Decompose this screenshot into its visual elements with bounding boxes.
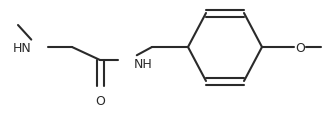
Text: O: O	[95, 95, 105, 108]
Text: HN: HN	[13, 41, 32, 54]
Text: O: O	[295, 41, 305, 54]
Text: NH: NH	[134, 57, 153, 70]
